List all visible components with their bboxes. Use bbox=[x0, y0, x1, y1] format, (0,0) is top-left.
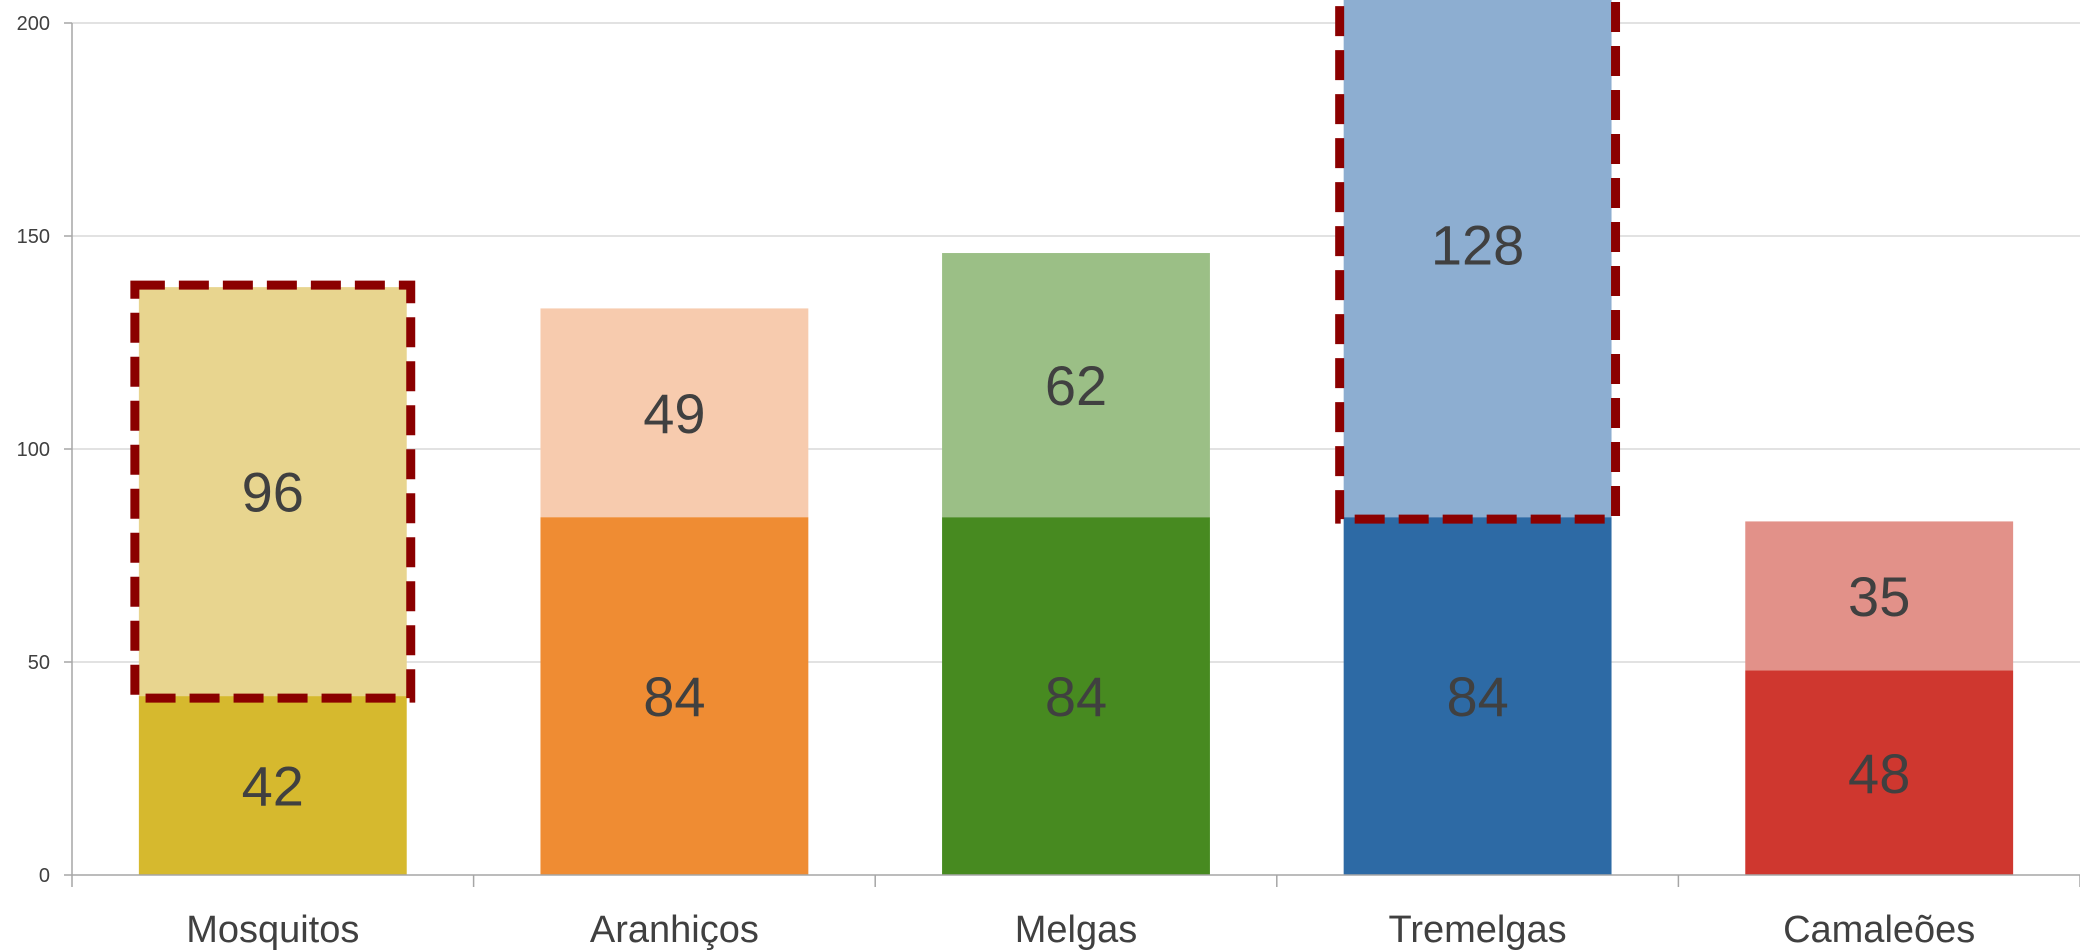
data-label-tremelgas-s2: 128 bbox=[1431, 214, 1524, 277]
axes bbox=[64, 22, 2080, 887]
bar-mosquitos-s2 bbox=[138, 287, 407, 697]
labels: 0 50 100 150 200 42 96 Mosquitos 84 49 Aranhiços 84… bbox=[17, 13, 1976, 951]
data-label-tremelgas-s1: 84 bbox=[1446, 665, 1508, 728]
y-tick-label-50: 50 bbox=[28, 652, 50, 674]
x-category-label-aranhi-os: Aranhiços bbox=[590, 909, 759, 951]
x-category-label-tremelgas: Tremelgas bbox=[1389, 909, 1567, 951]
y-tick-label-200: 200 bbox=[17, 13, 50, 35]
data-label-mosquitos-s1: 42 bbox=[242, 755, 304, 818]
data-label-mosquitos-s2: 96 bbox=[242, 461, 304, 524]
bar-mosquitos-s1 bbox=[138, 696, 407, 875]
bar-tremelgas-s1 bbox=[1343, 517, 1612, 875]
data-label-melgas-s2: 62 bbox=[1045, 354, 1107, 417]
bars bbox=[130, 0, 2014, 875]
x-category-label-mosquitos: Mosquitos bbox=[186, 909, 359, 951]
highlight-box-mosquitos bbox=[130, 280, 416, 703]
data-label-camale-es-s1: 48 bbox=[1848, 742, 1910, 805]
y-tick-label-0: 0 bbox=[39, 865, 50, 887]
x-category-label-camale-es: Camaleões bbox=[1783, 909, 1975, 951]
bar-melgas-s2 bbox=[942, 253, 1210, 518]
bar-aranhi-os-s1 bbox=[540, 517, 809, 875]
highlight-box-tremelgas bbox=[1335, 0, 1621, 524]
y-tick-label-150: 150 bbox=[17, 226, 50, 248]
bar-tremelgas-s2 bbox=[1343, 0, 1612, 518]
bar-melgas-s1 bbox=[942, 517, 1210, 875]
data-label-melgas-s1: 84 bbox=[1045, 665, 1107, 728]
bar-camale-es-s1 bbox=[1745, 670, 2014, 875]
bar-camale-es-s2 bbox=[1745, 521, 2014, 671]
x-category-label-melgas: Melgas bbox=[1015, 909, 1138, 951]
data-label-aranhi-os-s2: 49 bbox=[643, 382, 705, 445]
data-label-aranhi-os-s1: 84 bbox=[643, 665, 705, 728]
data-label-camale-es-s2: 35 bbox=[1848, 565, 1910, 628]
y-tick-label-100: 100 bbox=[17, 439, 50, 461]
bar-aranhi-os-s2 bbox=[540, 308, 809, 518]
